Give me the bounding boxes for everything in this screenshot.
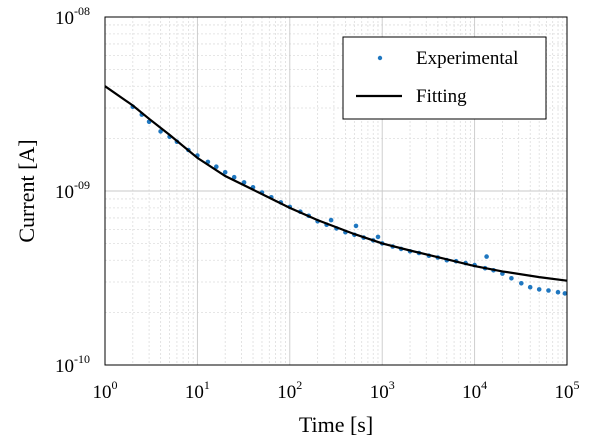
legend-label-fitting: Fitting (416, 86, 467, 107)
data-point-experimental (555, 289, 561, 295)
data-point-experimental (546, 288, 551, 293)
legend: Experimental Fitting (342, 36, 547, 120)
y-tick-label: 10-10 (55, 352, 90, 377)
y-tick-label: 10-08 (55, 4, 90, 29)
data-point-experimental (527, 284, 533, 290)
data-point-experimental (519, 281, 524, 286)
y-axis-title: Current [A] (14, 139, 39, 242)
x-tick-label: 101 (185, 378, 210, 403)
data-point-experimental (158, 129, 163, 134)
x-tick-label: 100 (93, 378, 118, 403)
data-point-experimental (214, 164, 219, 169)
data-point-experimental (231, 174, 237, 180)
plot-frame (104, 16, 568, 366)
data-point-experimental (484, 254, 489, 259)
x-tick-label: 104 (462, 378, 487, 403)
data-point-experimental (222, 170, 228, 175)
plot-data (104, 85, 568, 296)
x-tick-label: 102 (277, 378, 302, 403)
data-point-experimental (536, 287, 542, 292)
y-tick-label: 10-09 (55, 178, 90, 203)
legend-box (342, 36, 547, 120)
y-tick-labels: 10-10 10-09 10-08 (55, 4, 90, 377)
fitting-line (104, 85, 568, 282)
data-point-experimental (562, 291, 568, 296)
data-point-experimental (328, 217, 334, 223)
legend-marker-experimental (377, 55, 383, 61)
legend-label-experimental: Experimental (416, 48, 518, 69)
x-axis-title: Time [s] (299, 412, 373, 437)
data-point-experimental (509, 276, 514, 281)
data-point-experimental (375, 234, 381, 240)
data-point-experimental (353, 223, 359, 229)
x-tick-labels: 100 101 102 103 104 105 (93, 378, 580, 403)
x-tick-label: 105 (555, 378, 580, 403)
x-tick-label: 103 (370, 378, 395, 403)
